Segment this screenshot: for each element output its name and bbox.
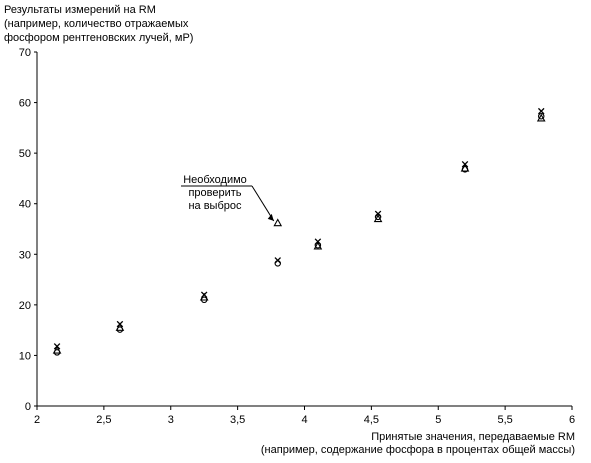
circle-marker-point	[374, 213, 382, 221]
y-tick-label: 70	[19, 47, 31, 59]
x-axis-title-line: Принятые значения, передаваемые RM	[371, 431, 575, 443]
x-tick-label: 5,5	[497, 414, 512, 426]
y-tick-label: 60	[19, 98, 31, 110]
y-tick-label: 40	[19, 199, 31, 211]
x-tick-label: 3,5	[230, 414, 245, 426]
triangle-marker-point	[313, 241, 323, 250]
circle-marker-point	[200, 296, 208, 304]
y-tick-label: 0	[25, 401, 31, 413]
annotation-arrow-line	[251, 185, 275, 222]
x-axis-title-line: (например, содержание фосфора в процента…	[261, 444, 575, 456]
axes	[36, 52, 572, 407]
annotation-arrowhead	[267, 213, 274, 221]
x-tick-label: 3	[168, 414, 174, 426]
x-tick-label: 6	[569, 414, 575, 426]
circle-marker-point	[314, 241, 322, 249]
x-axis-title: Принятые значения, передаваемые RM(напри…	[261, 431, 575, 456]
x-marker-point	[537, 107, 545, 115]
y-tick-label: 10	[19, 350, 31, 362]
x-tick-label: 2	[34, 414, 40, 426]
circle-marker-point	[537, 112, 545, 120]
circle-marker-point	[53, 349, 61, 356]
y-tick-label: 20	[19, 300, 31, 312]
x-tick-label: 2,5	[96, 414, 111, 426]
x-tick-label: 4	[301, 414, 307, 426]
circle-marker-point	[116, 326, 124, 333]
y-axis-title-line: Результаты измерений на RM	[4, 4, 156, 16]
circle-marker-point	[274, 260, 281, 267]
data-points	[52, 107, 546, 356]
triangle-marker-point	[460, 163, 470, 172]
annotation-text-line: на выброс	[188, 200, 242, 212]
x-tick-label: 4,5	[364, 414, 379, 426]
x-tick-label: 5	[435, 414, 441, 426]
y-tick-label: 30	[19, 249, 31, 261]
circle-marker-point	[461, 166, 469, 173]
y-axis-title-line: фосфором рентгеновских лучей, мР)	[4, 32, 193, 44]
ticks: 0 10 20 30 40 50 60 70 2 2,5 3 3,5 4 4,5 5 5,5 6	[19, 47, 575, 426]
y-tick-label: 50	[19, 148, 31, 160]
annotation-text-line: Необходимо	[183, 174, 247, 186]
triangle-marker-point	[273, 218, 283, 227]
y-axis-title: Результаты измерений на RM (например, кол…	[4, 4, 193, 44]
triangle-marker-point	[199, 292, 209, 301]
y-axis-title-line: (например, количество отражаемых	[4, 18, 189, 30]
annotation-text-line: проверить	[188, 187, 241, 199]
